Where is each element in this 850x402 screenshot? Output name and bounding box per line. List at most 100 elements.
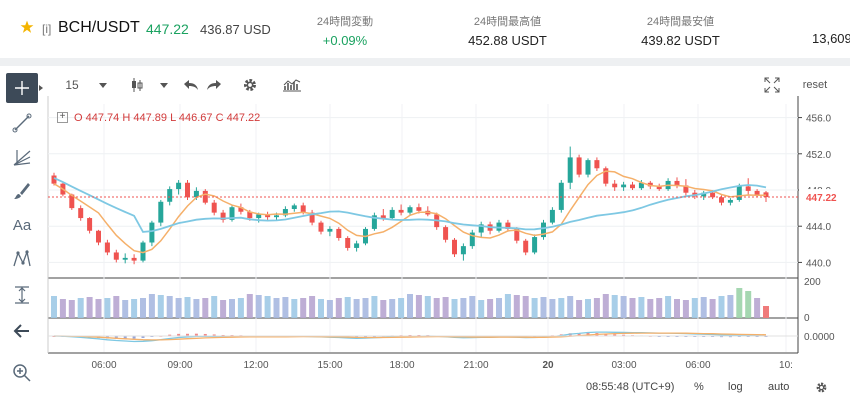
hide-drawings-tool[interactable] (6, 316, 38, 346)
candle-body (229, 207, 235, 220)
volume-bar (433, 298, 440, 318)
pattern-tool[interactable] (6, 244, 38, 274)
volume-bar (175, 298, 182, 318)
candles (51, 146, 769, 265)
price-tick-label: 456.0 (806, 114, 831, 125)
candle-body (265, 214, 271, 218)
volume-bar (362, 298, 369, 318)
candle-body (683, 185, 689, 193)
chart-type-button[interactable] (128, 75, 146, 95)
macd-histogram-bar (132, 336, 136, 339)
candle-body (754, 190, 760, 195)
interval-selector[interactable]: 15 (65, 78, 79, 92)
volume-bar (513, 295, 520, 318)
measure-tool[interactable] (6, 280, 38, 310)
log-toggle[interactable]: log (728, 381, 743, 393)
indicators-button[interactable] (281, 75, 303, 95)
volume-bar (344, 297, 351, 318)
volume-bar (460, 298, 467, 318)
fib-fan-icon (13, 150, 31, 166)
text-tool[interactable]: Aa (6, 210, 38, 240)
volume-bar (157, 295, 164, 318)
volume-bar (77, 298, 84, 318)
interval-dropdown[interactable] (97, 75, 109, 95)
volume-bar (638, 297, 645, 318)
volume-bar (211, 296, 218, 318)
candle-body (567, 157, 573, 183)
reset-button[interactable]: reset (802, 79, 828, 91)
candle-body (149, 222, 155, 243)
macd-histogram-bar (613, 334, 617, 336)
crosshair-tool[interactable] (6, 73, 38, 103)
candle-body (478, 224, 484, 233)
candle-body (309, 212, 315, 223)
percent-toggle[interactable]: % (694, 381, 704, 393)
volume-bar (140, 298, 146, 318)
undo-button[interactable] (182, 75, 200, 95)
candle-body (656, 186, 662, 190)
volume-bar (602, 294, 609, 318)
candle-body (603, 168, 609, 184)
candle-body (745, 186, 751, 191)
candle-body (647, 182, 653, 187)
stat-change: 24時間変動 +0.09% (300, 13, 390, 48)
macd-histogram-bar (168, 334, 172, 336)
volume-bar (665, 296, 672, 318)
volume-bar (291, 299, 298, 318)
zoom-tool[interactable] (6, 358, 38, 388)
candle-body (389, 209, 395, 219)
candle-body (140, 242, 146, 261)
candle-body (300, 205, 306, 213)
tool-expand-arrow-icon[interactable] (39, 85, 43, 91)
trendline-tool[interactable] (6, 108, 38, 138)
candle-body (505, 222, 511, 229)
redo-button[interactable] (205, 75, 223, 95)
volume-bar (398, 298, 405, 318)
candle-body (398, 209, 404, 213)
timezone[interactable]: (UTC+9) (631, 381, 675, 393)
volume-bar (282, 297, 289, 318)
stat-high-label: 24時間最高値 (473, 16, 542, 28)
pair-symbol[interactable]: BCH/USDT (58, 19, 140, 36)
legend-toggle[interactable]: + (57, 112, 68, 123)
candle-body (719, 197, 724, 203)
volume-bar (264, 296, 271, 318)
star-icon[interactable] (20, 20, 34, 34)
redo-icon (207, 80, 221, 90)
macd-histogram-bar (728, 336, 732, 338)
volume-bar-current (763, 306, 769, 318)
volume-bar (567, 296, 574, 318)
time-tick-label: 18:00 (389, 360, 414, 371)
chart-type-dropdown[interactable] (158, 75, 170, 95)
settings-button[interactable] (240, 75, 260, 95)
candle-body (274, 215, 279, 218)
macd-pane (48, 331, 798, 343)
volume-bar (166, 296, 173, 318)
time-tick-label: 09:00 (167, 360, 192, 371)
brush-tool[interactable] (6, 176, 38, 206)
stat-high-value: 452.88 USDT (468, 33, 547, 48)
macd-histogram-bar (212, 334, 216, 336)
auto-toggle[interactable]: auto (768, 381, 790, 393)
volume-bar (59, 299, 66, 318)
stat-high: 24時間最高値 452.88 USDT (455, 13, 560, 48)
volume-bar (424, 296, 431, 318)
fullscreen-button[interactable] (762, 75, 782, 95)
crosshair-icon (15, 81, 29, 95)
volume-bar (754, 298, 761, 318)
price-tick-label: 440.0 (806, 258, 831, 269)
volume-bar (246, 294, 253, 318)
volume-bar (478, 300, 485, 318)
macd-signal-line (54, 332, 767, 341)
volume-bar (540, 297, 547, 318)
volume-bar (318, 299, 324, 318)
scale-settings-gear-icon[interactable] (815, 381, 828, 394)
fib-tool[interactable] (6, 142, 38, 172)
server-time: 08:55:48 (586, 381, 629, 393)
volume-bar (326, 300, 333, 318)
volume-bar (300, 298, 307, 318)
price-chart[interactable]: 456.0452.0448.0444.0440.020000.000006:00… (0, 66, 850, 402)
time-tick-label: 06:00 (685, 360, 710, 371)
volume-bar (407, 294, 413, 318)
macd-histogram-bar (355, 336, 359, 338)
